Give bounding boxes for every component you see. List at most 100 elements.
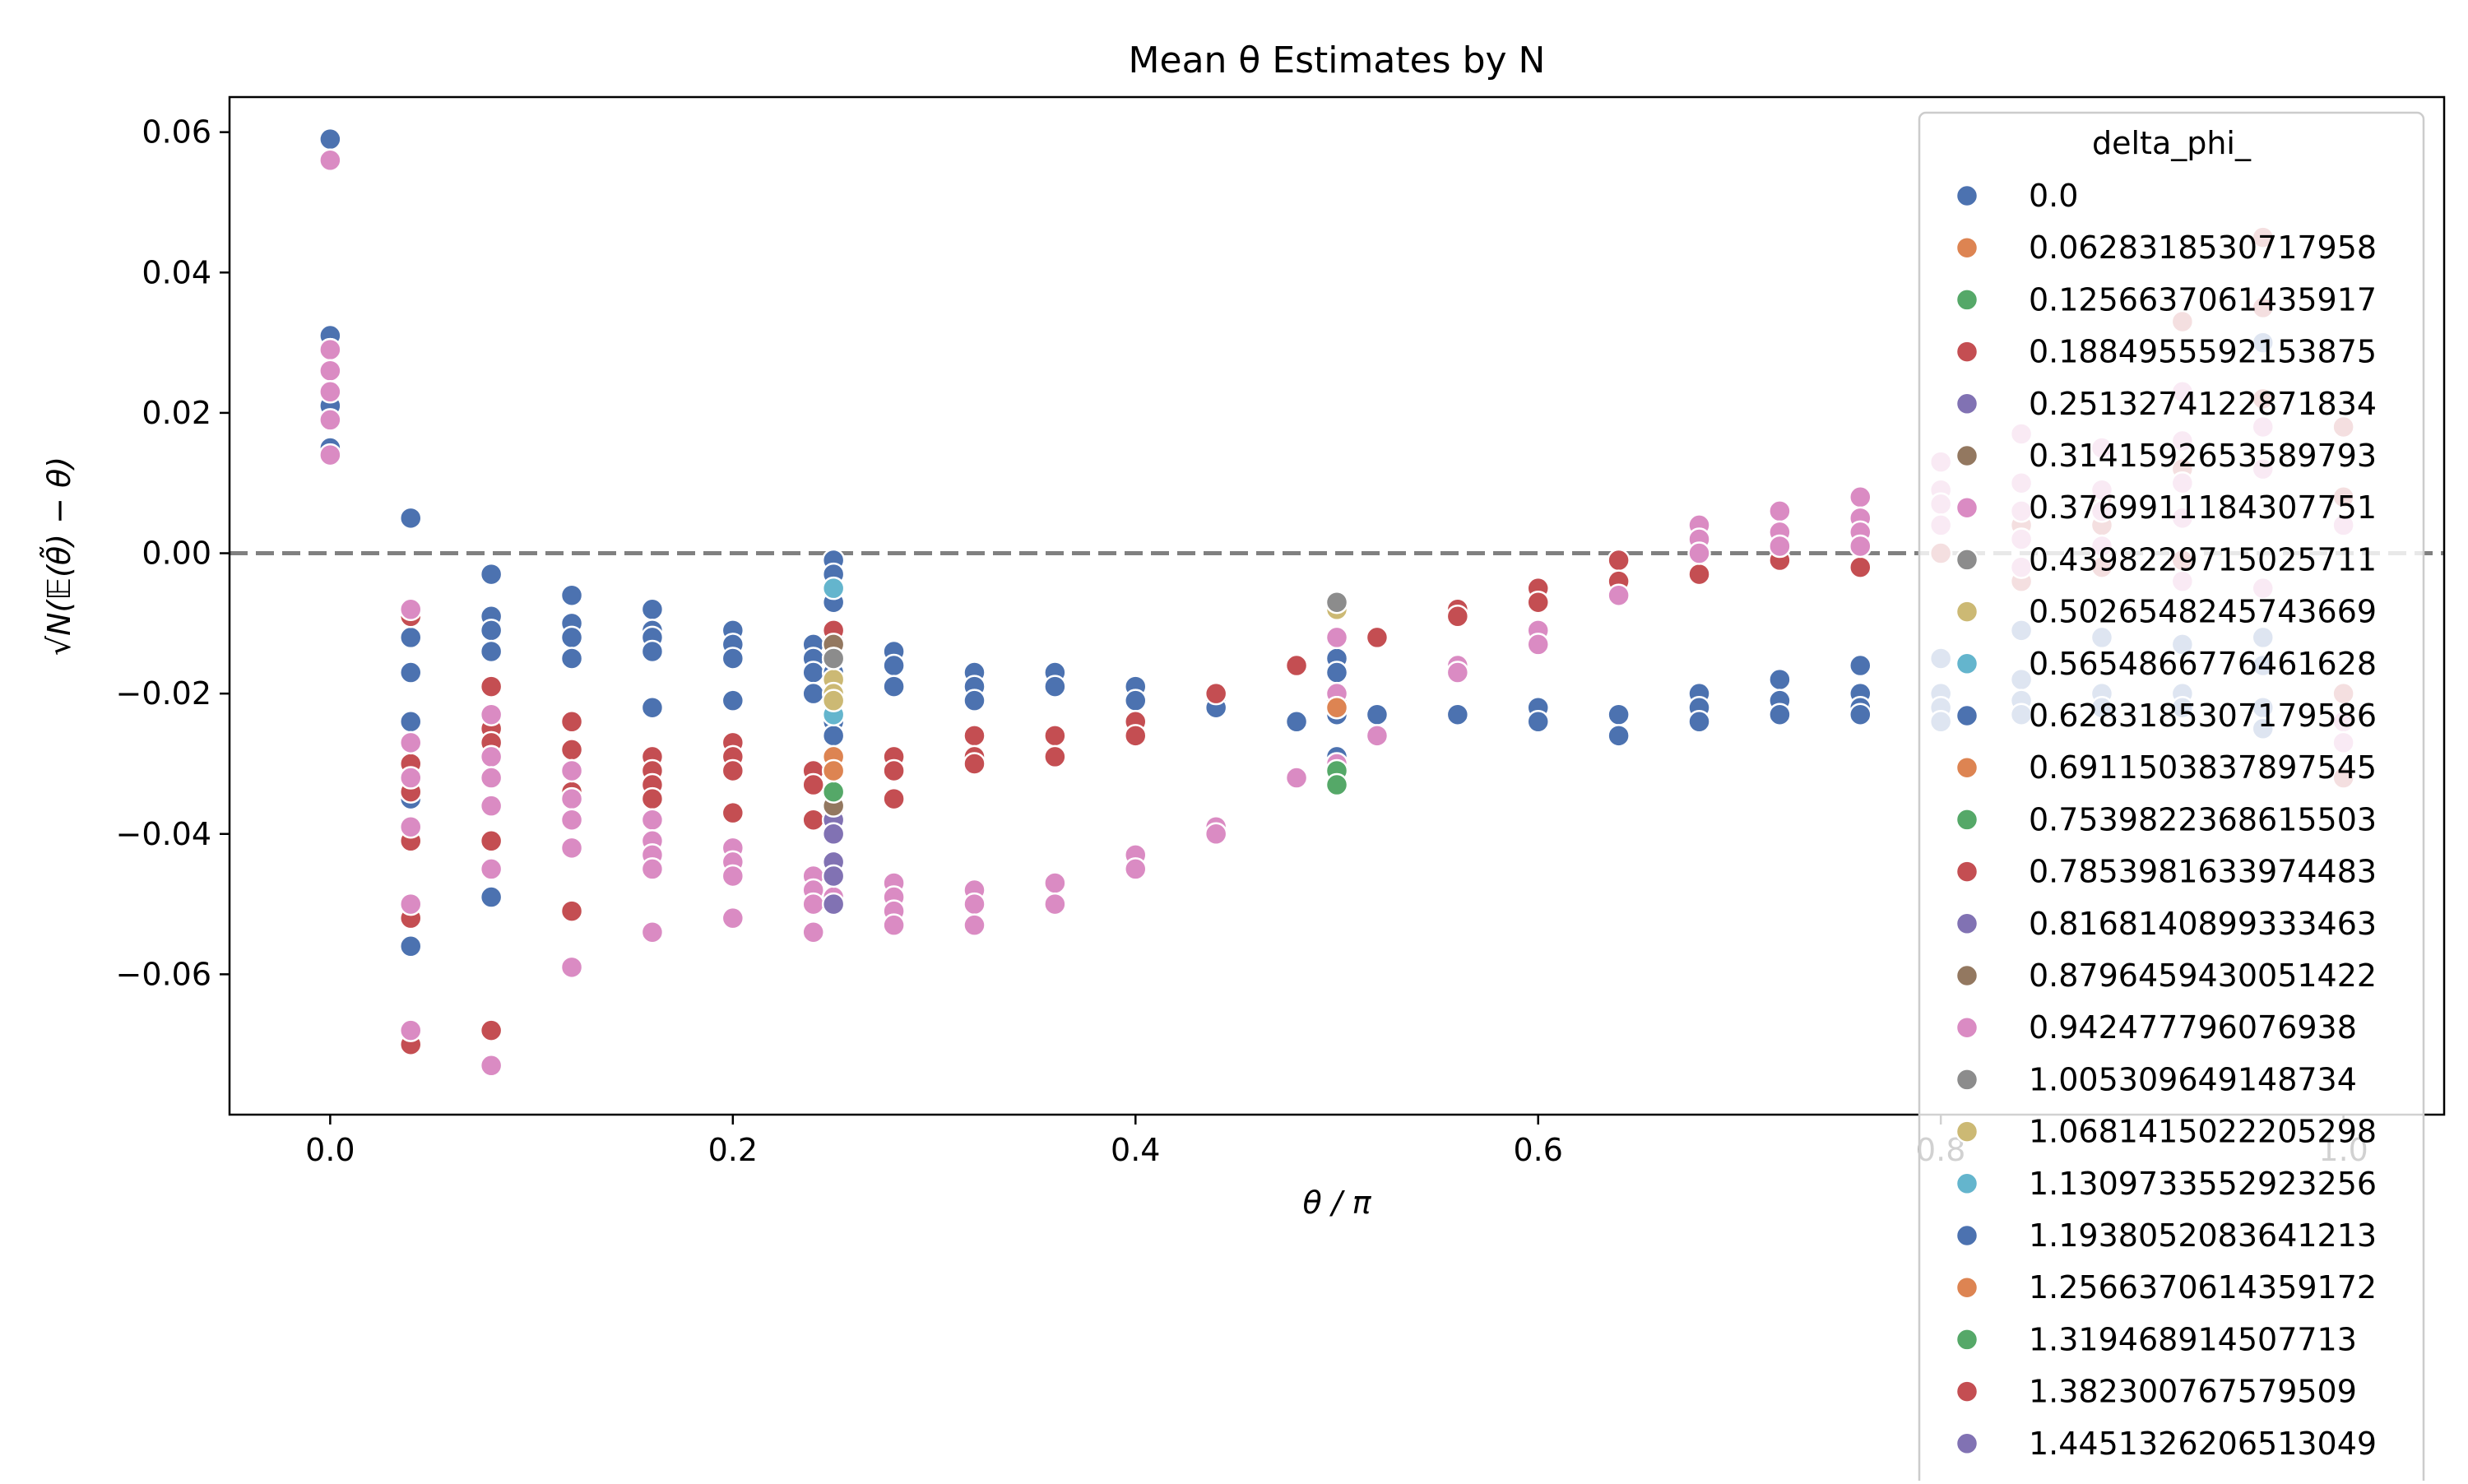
data-point — [559, 808, 584, 832]
legend-entry-label: 0.5026548245743669 — [2029, 594, 2377, 630]
data-point — [821, 780, 846, 804]
legend-entry-label: 0.0628318530717958 — [2029, 230, 2377, 266]
legend-entry-label: 1.4451326206513049 — [2029, 1426, 2377, 1462]
data-point — [479, 829, 503, 853]
data-point — [882, 913, 906, 937]
legend-entry-label: 1.1938052083641213 — [2029, 1217, 2377, 1254]
data-point — [821, 892, 846, 916]
legend-entry-label: 0.0 — [2029, 178, 2078, 214]
legend-marker — [1955, 600, 1979, 624]
data-point — [318, 380, 342, 404]
chart-title: Mean θ Estimates by N — [1129, 39, 1546, 81]
legend-entry-label: 0.6283185307179586 — [2029, 698, 2377, 734]
legend-entry-label: 0.2513274122871834 — [2029, 386, 2377, 422]
data-point — [721, 906, 745, 930]
legend-entry-label: 0.8796459430051422 — [2029, 958, 2377, 994]
legend-entry-label: 1.319468914507713 — [2029, 1321, 2357, 1357]
data-point — [1445, 605, 1470, 628]
data-point — [559, 758, 584, 783]
legend-entry-label: 1.0681415022205298 — [2029, 1114, 2377, 1150]
data-point — [318, 148, 342, 173]
data-point — [882, 758, 906, 783]
legend-marker — [1955, 808, 1979, 832]
data-point — [963, 752, 986, 776]
data-point — [721, 800, 745, 825]
legend-marker — [1955, 548, 1979, 572]
legend-marker — [1955, 235, 1979, 260]
data-point — [479, 562, 503, 587]
data-point — [640, 639, 665, 664]
axes-frame — [228, 95, 2446, 1116]
legend-marker — [1955, 911, 1979, 936]
legend-marker — [1955, 963, 1979, 988]
y-tick-label: −0.04 — [116, 816, 211, 852]
data-point — [1687, 710, 1711, 734]
data-point — [479, 619, 503, 642]
legend-marker — [1955, 288, 1979, 312]
data-point — [1043, 744, 1067, 769]
data-point — [801, 808, 825, 832]
data-point — [399, 730, 423, 755]
data-point — [1445, 703, 1470, 726]
data-point — [882, 653, 906, 678]
legend-entry-label: 1.1309733552923256 — [2029, 1166, 2377, 1202]
data-point — [882, 675, 906, 698]
legend-marker — [1955, 340, 1979, 364]
legend-entry-label: 0.1884955592153875 — [2029, 334, 2377, 370]
data-point — [1365, 625, 1389, 650]
data-point — [479, 766, 503, 790]
legend-marker — [1955, 183, 1979, 208]
data-point — [821, 576, 846, 601]
data-point — [821, 758, 846, 783]
data-point — [479, 1054, 503, 1078]
data-point — [1849, 485, 1872, 509]
data-point — [1043, 724, 1067, 748]
legend-marker — [1955, 1068, 1979, 1092]
y-axis: 0.06 0.04 0.02 0.00 −0.02 −0.04 −0.06 — [116, 114, 230, 992]
legend-marker — [1955, 1015, 1979, 1040]
data-point — [1687, 562, 1711, 587]
data-point — [318, 359, 342, 383]
data-point — [1324, 625, 1349, 650]
data-point — [318, 443, 342, 467]
data-point — [479, 675, 503, 698]
data-point — [801, 661, 825, 684]
legend-entry-label: 1.5079644737231006 — [2029, 1477, 2377, 1481]
legend-marker — [1955, 755, 1979, 780]
data-point — [963, 913, 986, 937]
data-point — [1526, 590, 1550, 614]
legend-marker — [1955, 443, 1979, 468]
data-point — [801, 681, 825, 706]
data-point — [479, 885, 503, 909]
data-point — [559, 836, 584, 860]
legend-marker — [1955, 652, 1979, 676]
data-point — [963, 689, 986, 712]
data-point — [821, 647, 846, 670]
data-point — [318, 408, 342, 432]
data-point — [399, 661, 423, 684]
data-point — [1849, 703, 1872, 726]
data-point — [1284, 653, 1309, 678]
data-point — [399, 506, 423, 531]
data-point — [801, 772, 825, 797]
legend-entry-label: 0.7539822368615503 — [2029, 801, 2377, 837]
data-point — [640, 808, 665, 832]
legend-entry-label: 1.005309649148734 — [2029, 1061, 2357, 1097]
y-tick-label: −0.02 — [116, 675, 211, 712]
data-point — [479, 744, 503, 769]
data-point — [1607, 583, 1631, 607]
data-point — [1607, 724, 1631, 748]
data-point — [821, 689, 846, 712]
data-point — [1849, 653, 1872, 678]
data-point — [721, 758, 745, 783]
legend-marker — [1955, 1120, 1979, 1143]
legend-entry-label: 1.2566370614359172 — [2029, 1269, 2377, 1305]
data-point — [479, 703, 503, 726]
y-tick-label: 0.00 — [141, 536, 211, 572]
data-point — [559, 738, 584, 762]
data-point — [821, 724, 846, 748]
data-point — [1284, 766, 1309, 790]
data-point — [882, 786, 906, 811]
legend-entry-label: 0.1256637061435917 — [2029, 281, 2377, 318]
data-point — [1124, 857, 1148, 881]
